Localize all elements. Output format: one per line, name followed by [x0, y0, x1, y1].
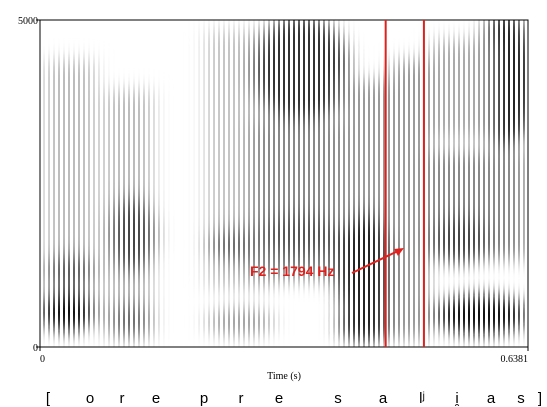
segment-label: o: [86, 390, 94, 407]
segment-label: lʲ: [419, 390, 425, 407]
segment-label: r: [120, 390, 125, 407]
x-axis-label: Time (s): [267, 371, 301, 382]
segment-label: s: [334, 390, 342, 407]
x-tick-label: 0: [40, 354, 45, 365]
segment-label: a: [379, 390, 388, 407]
segment-label: i̯: [454, 390, 460, 407]
plot-frame: [39, 19, 529, 348]
segment-label: s: [517, 390, 525, 407]
segment-label: e: [152, 390, 160, 407]
segment-label: p: [200, 390, 208, 407]
segment-label: a: [487, 390, 496, 407]
annotation: F2 = 1794 Hz: [250, 263, 334, 279]
segment-label: [: [46, 390, 51, 407]
y-tick-label: 5000: [18, 16, 38, 27]
annotation-arrow: [351, 249, 401, 274]
y-tick-label: 0: [33, 343, 38, 354]
x-tick-label: 0.6381: [501, 354, 529, 365]
spectrogram-texture: [40, 20, 528, 343]
arrow-head: [394, 248, 404, 256]
segment-label: ]: [538, 390, 542, 407]
segment-label: e: [275, 390, 283, 407]
segment-label: r: [239, 390, 244, 407]
